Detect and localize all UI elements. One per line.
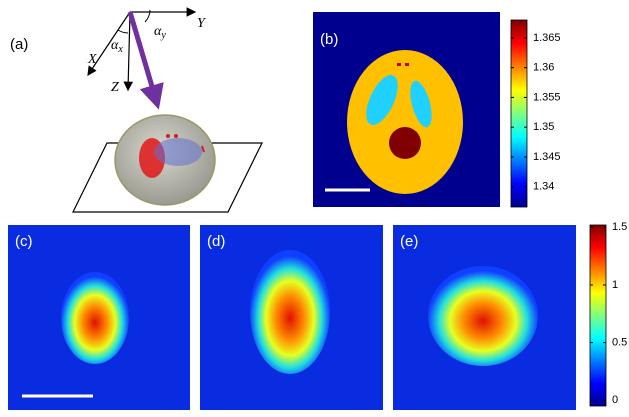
tick-label: 1.36 [533,62,554,74]
angle-label: αy [154,24,166,41]
angle-symbol: α [154,24,162,39]
colorbar [589,224,607,407]
tick-label: 1.5 [612,221,627,233]
tick-label: 0 [612,394,618,406]
tick-label: 1.365 [533,32,561,44]
phantom-image [313,12,500,207]
reconstruction-d [200,225,383,410]
colorbar [510,19,528,208]
axis-label: Y [197,16,207,31]
panel-label: (c) [15,233,33,250]
tick-label: 1.34 [533,181,554,193]
panel-label: (b) [320,31,338,48]
angle-subscript: y [160,30,166,41]
panel-label: (a) [10,36,28,53]
reconstruction-e [393,225,576,410]
reconstruction-c [8,225,190,410]
axis-label: Z [111,80,119,95]
panel-label: (e) [400,233,418,250]
angle-subscript: x [117,44,123,55]
axis-label: X [87,52,97,67]
tick-label: 1.355 [533,91,561,103]
tick-label: 1.35 [533,121,554,133]
tick-label: 1 [612,279,618,291]
tick-label: 1.345 [533,151,561,163]
panel-label: (d) [207,233,225,250]
schematic [72,7,263,213]
angle-symbol: α [111,38,119,53]
angle-label: αx [111,38,123,55]
tick-label: 0.5 [612,336,627,348]
